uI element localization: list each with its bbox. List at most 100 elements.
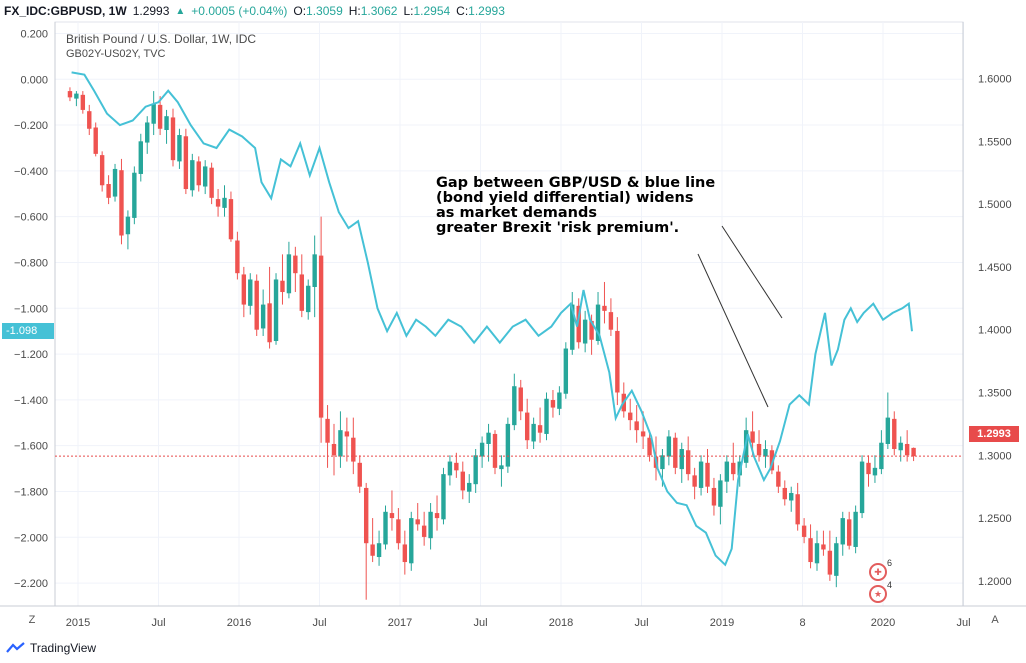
candle-body: [228, 199, 234, 240]
right-axis-tick-label: 1.6000: [978, 74, 1012, 86]
main-series-legend[interactable]: British Pound / U.S. Dollar, 1W, IDC: [66, 32, 257, 46]
candle-body: [608, 312, 614, 330]
spread-value-badge: -1.098: [2, 323, 54, 339]
candle-body: [879, 442, 884, 470]
candle-body: [67, 91, 73, 98]
candle-body: [145, 122, 150, 143]
candle-body: [318, 255, 324, 418]
left-axis-tick-label: −0.800: [14, 257, 48, 269]
up-arrow-icon: ▲: [175, 5, 186, 17]
chart-annotation: Gap between GBP/USD & blue line (bond yi…: [436, 176, 715, 236]
overlay-series-legend[interactable]: GB02Y-US02Y, TVC: [66, 48, 166, 60]
candle-body: [209, 167, 214, 198]
candle-body: [711, 487, 717, 506]
candle-body: [595, 304, 601, 342]
left-axis-tick-label: −1.800: [14, 486, 48, 498]
candle-body: [679, 449, 684, 470]
candle-body: [93, 127, 98, 154]
candle-body: [293, 255, 298, 274]
right-axis-tick-label: 1.5000: [978, 199, 1012, 211]
candle-body: [492, 433, 498, 468]
right-axis-tick-label: 1.4500: [978, 262, 1012, 274]
candle-body: [892, 418, 897, 450]
x-axis-tick-label: 2020: [871, 617, 895, 629]
price-change: +0.0005 (+0.04%): [191, 4, 288, 18]
candle-body: [151, 103, 156, 124]
us-event-flag-icon[interactable]: ★: [869, 585, 887, 603]
candle-body: [846, 519, 852, 546]
candle-body: [550, 400, 556, 408]
candle-body: [454, 462, 459, 471]
candle-body: [885, 417, 891, 444]
high-value: H:1.3062: [348, 4, 398, 18]
open-value: O:1.3059: [293, 4, 343, 18]
annotation-line: Gap between GBP/USD & blue line: [436, 175, 716, 191]
candle-body: [673, 437, 678, 468]
candle-body: [196, 161, 201, 186]
candle-body: [299, 274, 304, 311]
x-axis-tick-label: Jul: [473, 617, 487, 629]
candle-body: [518, 387, 523, 412]
left-axis-tick-label: 0.000: [20, 74, 48, 86]
candle-body: [582, 319, 588, 344]
candle-body: [512, 386, 517, 426]
candle-body: [750, 431, 755, 443]
candle-body: [524, 412, 530, 441]
candle-body: [434, 513, 440, 519]
candle-body: [80, 94, 86, 110]
candle-body: [531, 423, 536, 442]
candle-body: [602, 305, 607, 311]
symbol-title[interactable]: FX_IDC:GBPUSD, 1W: [4, 4, 127, 18]
candle-body: [789, 492, 794, 501]
candle-body: [363, 487, 369, 544]
candle-body: [705, 462, 710, 487]
x-axis-tick-label: Jul: [956, 617, 970, 629]
candle-body: [248, 279, 253, 306]
candle-body: [486, 432, 491, 444]
candle-body: [260, 304, 266, 329]
candle-body: [164, 116, 169, 131]
candle-body: [615, 330, 620, 393]
plot-frame: [54, 21, 964, 607]
candle-body: [827, 550, 833, 575]
candle-body: [557, 392, 562, 409]
candle-body: [441, 474, 446, 520]
candle-body: [235, 240, 240, 274]
uk-event-flag-icon[interactable]: ✚: [869, 563, 887, 581]
candle-body: [718, 480, 723, 507]
candle-body: [692, 475, 697, 487]
zoom-button[interactable]: Z: [28, 614, 36, 626]
candle-body: [99, 155, 105, 186]
candle-body: [112, 168, 118, 197]
candle-body: [357, 462, 362, 487]
candle-body: [763, 449, 768, 457]
event-count: 4: [887, 580, 893, 590]
annotation-line: (bond yield differential) widens: [436, 190, 694, 206]
candle-body: [222, 197, 227, 208]
candle-body: [132, 172, 137, 218]
candle-body: [698, 461, 704, 488]
candle-body: [782, 487, 787, 500]
candle-body: [589, 320, 594, 340]
candle-body: [190, 160, 195, 191]
left-axis-tick-label: −1.400: [14, 395, 48, 407]
x-axis-tick-label: 8: [799, 617, 805, 629]
price-value-badge: 1.2993: [969, 426, 1019, 442]
candle-body: [254, 280, 259, 330]
candle-body: [795, 494, 800, 525]
close-value: C:1.2993: [456, 4, 505, 18]
annotation-pointer: [721, 225, 783, 319]
candle-body: [370, 544, 375, 556]
candle-body: [801, 525, 807, 537]
candle-body: [570, 304, 575, 350]
candle-body: [421, 525, 427, 537]
x-axis-tick-label: 2019: [710, 617, 734, 629]
candle-body: [898, 442, 903, 451]
candle-body: [376, 543, 382, 558]
candle-body: [396, 519, 401, 544]
candle-body: [904, 443, 910, 456]
candle-body: [170, 117, 176, 161]
auto-scale-button[interactable]: A: [991, 614, 999, 626]
tradingview-logo[interactable]: TradingView: [6, 641, 96, 655]
